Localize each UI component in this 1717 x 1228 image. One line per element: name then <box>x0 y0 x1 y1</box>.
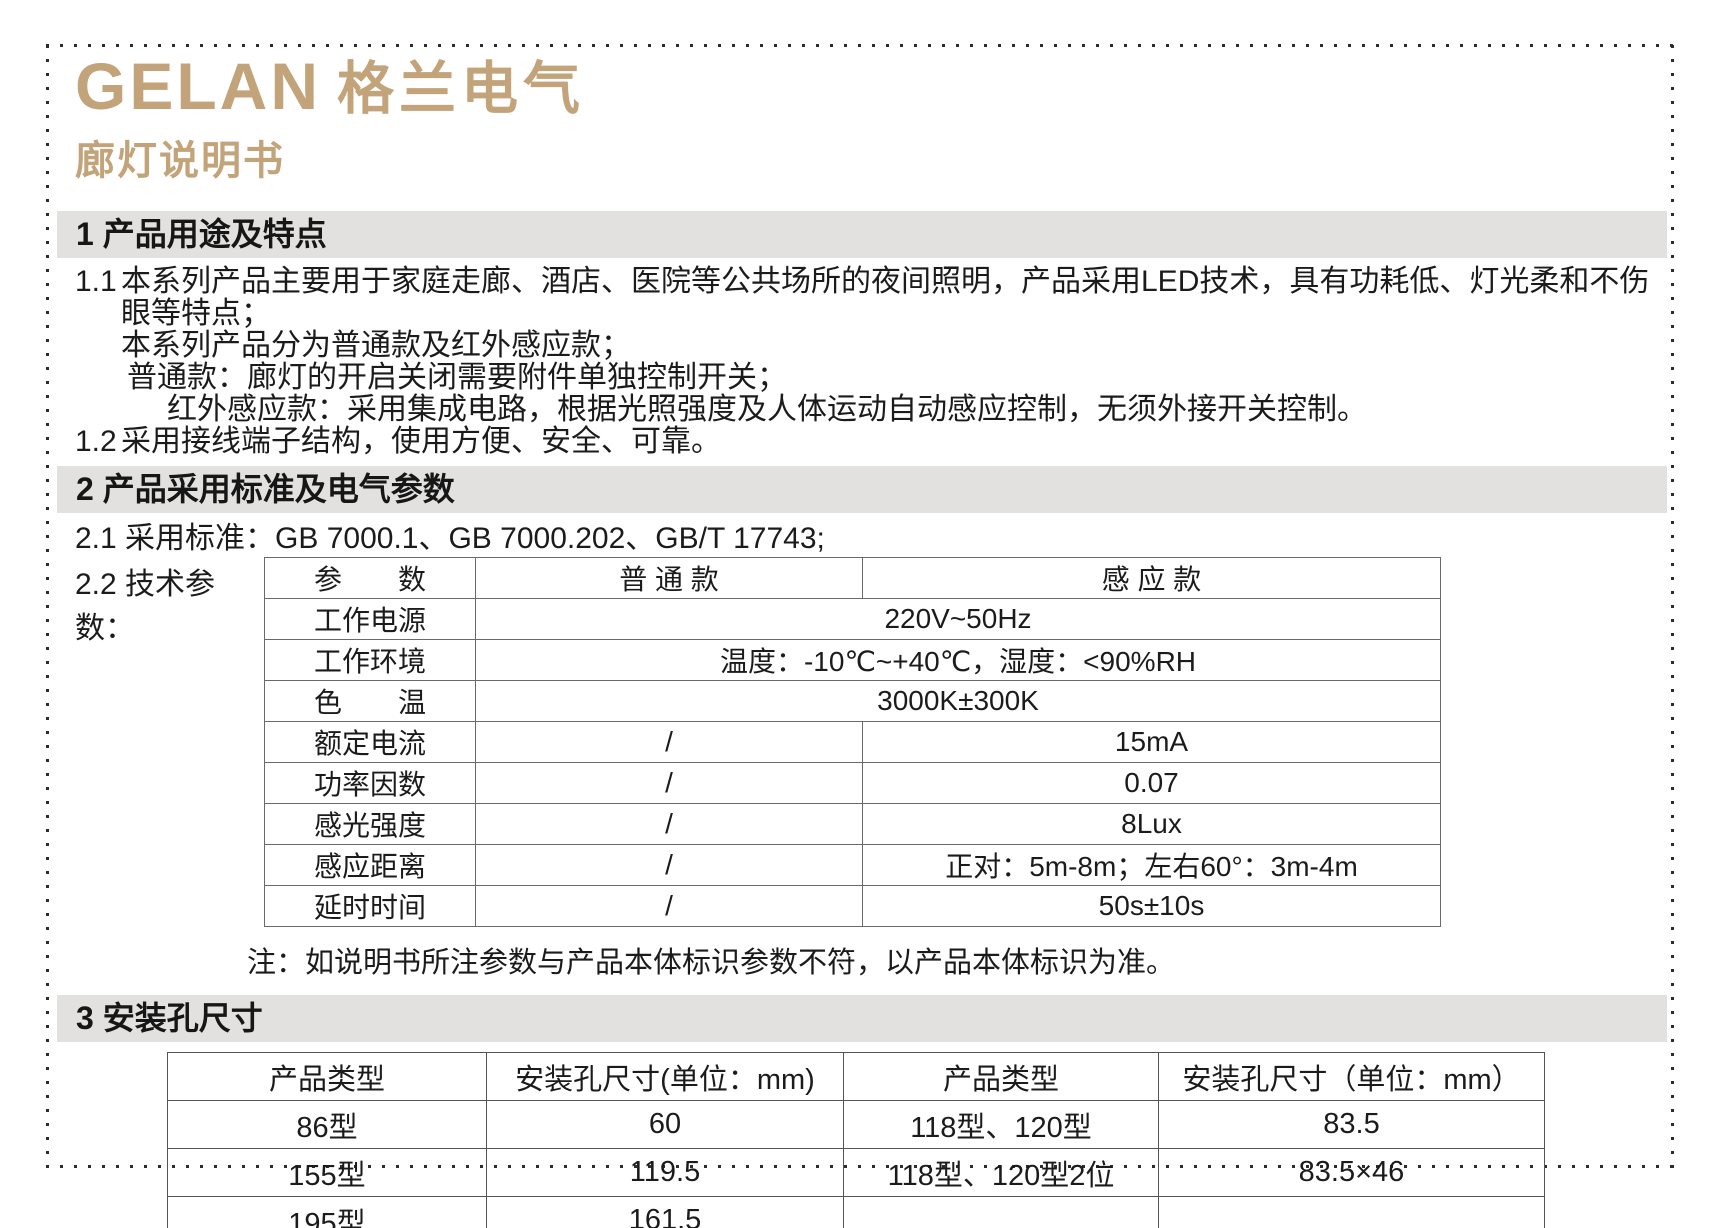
hole-cell: 155型 <box>167 1148 487 1197</box>
clause-number: 1.1 <box>75 265 117 298</box>
tech-params-table: 参 数 普 通 款 感 应 款 工作电源 220V~50Hz 工作环境 温度：-… <box>264 557 1441 927</box>
brand-logo-cjk: 格兰电气 <box>337 57 585 121</box>
hole-cell <box>843 1196 1159 1228</box>
brand-logo: GELAN 格兰电气 <box>75 49 1655 124</box>
param-value-cell: / <box>475 762 863 804</box>
manual-title: 廊灯说明书 <box>75 139 285 183</box>
param-value-cell: / <box>475 844 863 886</box>
tech-params-label: 2.2 技术参数： <box>75 568 216 645</box>
clause-text: 采用接线端子结构，使用方便、安全、可靠。 <box>121 425 721 458</box>
hole-cell: 118型、120型2位 <box>843 1148 1159 1197</box>
standards-line: 2.1 采用标准：GB 7000.1、GB 7000.202、GB/T 1774… <box>75 522 825 555</box>
column-header-size-right: 安装孔尺寸（单位：mm） <box>1158 1052 1545 1101</box>
table-header-row: 参 数 普 通 款 感 应 款 <box>264 557 1441 599</box>
hole-cell: 119.5 <box>486 1148 844 1197</box>
param-value-cell: 220V~50Hz <box>475 598 1441 640</box>
param-value-cell: 15mA <box>862 721 1441 763</box>
table-header-row: 产品类型 安装孔尺寸(单位：mm) 产品类型 安装孔尺寸（单位：mm） <box>167 1052 1545 1101</box>
table-row: 延时时间 / 50s±10s <box>264 885 1441 927</box>
table-row: 额定电流 / 15mA <box>264 721 1441 763</box>
section-3-heading: 3 安装孔尺寸 <box>57 995 1667 1042</box>
column-header-normal: 普 通 款 <box>475 557 863 599</box>
param-label-cell: 工作环境 <box>264 639 476 681</box>
table-row: 工作环境 温度：-10℃~+40℃，湿度：<90%RH <box>264 639 1441 681</box>
hole-cell: 83.5 <box>1158 1100 1545 1149</box>
table-row: 功率因数 / 0.07 <box>264 762 1441 804</box>
param-label-cell: 色 温 <box>264 680 476 722</box>
paragraph-line: 1.2 采用接线端子结构，使用方便、安全、可靠。 <box>75 426 1655 458</box>
table-row: 195型 161.5 <box>167 1196 1545 1228</box>
section-2-heading: 2 产品采用标准及电气参数 <box>57 466 1667 513</box>
param-value-cell: 8Lux <box>862 803 1441 845</box>
param-value-cell: / <box>475 885 863 927</box>
params-note: 注：如说明书所注参数与产品本体标识参数不符，以产品本体标识为准。 <box>247 947 1176 979</box>
param-value-cell: / <box>475 803 863 845</box>
hole-cell: 60 <box>486 1100 844 1149</box>
paragraph-line: 1.1 本系列产品主要用于家庭走廊、酒店、医院等公共场所的夜间照明，产品采用LE… <box>75 266 1655 330</box>
column-header-type-right: 产品类型 <box>843 1052 1159 1101</box>
column-header-sensor: 感 应 款 <box>862 557 1441 599</box>
hole-cell: 161.5 <box>486 1196 844 1228</box>
table-row: 86型 60 118型、120型 83.5 <box>167 1100 1545 1149</box>
table-row: 155型 119.5 118型、120型2位 83.5×46 <box>167 1148 1545 1197</box>
brand-logo-latin: GELAN <box>75 49 321 124</box>
param-label-cell: 感应距离 <box>264 844 476 886</box>
clause-number: 1.2 <box>75 425 117 458</box>
param-value-cell: 0.07 <box>862 762 1441 804</box>
param-value-cell: 50s±10s <box>862 885 1441 927</box>
hole-cell <box>1158 1196 1545 1228</box>
param-value-cell: 温度：-10℃~+40℃，湿度：<90%RH <box>475 639 1441 681</box>
table-row: 感应距离 / 正对：5m-8m；左右60°：3m-4m <box>264 844 1441 886</box>
mounting-hole-table: 产品类型 安装孔尺寸(单位：mm) 产品类型 安装孔尺寸（单位：mm） 86型 … <box>167 1052 1545 1228</box>
page-content: GELAN 格兰电气 廊灯说明书 1 产品用途及特点 1.1 本系列产品主要用于… <box>57 49 1667 1228</box>
paragraph-line: 本系列产品分为普通款及红外感应款； <box>121 329 631 362</box>
table-row: 色 温 3000K±300K <box>264 680 1441 722</box>
column-header-type-left: 产品类型 <box>167 1052 487 1101</box>
param-label-cell: 延时时间 <box>264 885 476 927</box>
param-value-cell: 正对：5m-8m；左右60°：3m-4m <box>862 844 1441 886</box>
hole-cell: 86型 <box>167 1100 487 1149</box>
tech-params-block: 2.2 技术参数： 参 数 普 通 款 感 应 款 工作电源 220V~50Hz… <box>75 557 1655 927</box>
table-row: 工作电源 220V~50Hz <box>264 598 1441 640</box>
section-1-heading: 1 产品用途及特点 <box>57 211 1667 258</box>
param-label-cell: 感光强度 <box>264 803 476 845</box>
column-header-size-left: 安装孔尺寸(单位：mm) <box>486 1052 844 1101</box>
param-label-cell: 额定电流 <box>264 721 476 763</box>
section-1-body: 1.1 本系列产品主要用于家庭走廊、酒店、医院等公共场所的夜间照明，产品采用LE… <box>75 266 1655 458</box>
param-value-cell: / <box>475 721 863 763</box>
param-label-cell: 工作电源 <box>264 598 476 640</box>
paragraph-line: 普通款：廊灯的开启关闭需要附件单独控制开关； <box>127 361 787 394</box>
table-row: 感光强度 / 8Lux <box>264 803 1441 845</box>
paragraph-line: 红外感应款：采用集成电路，根据光照强度及人体运动自动感应控制，无须外接开关控制。 <box>167 393 1367 426</box>
param-value-cell: 3000K±300K <box>475 680 1441 722</box>
hole-cell: 83.5×46 <box>1158 1148 1545 1197</box>
param-label-cell: 功率因数 <box>264 762 476 804</box>
column-header-param: 参 数 <box>264 557 476 599</box>
clause-text: 本系列产品主要用于家庭走廊、酒店、医院等公共场所的夜间照明，产品采用LED技术，… <box>121 265 1650 330</box>
hole-cell: 118型、120型 <box>843 1100 1159 1149</box>
hole-cell: 195型 <box>167 1196 487 1228</box>
